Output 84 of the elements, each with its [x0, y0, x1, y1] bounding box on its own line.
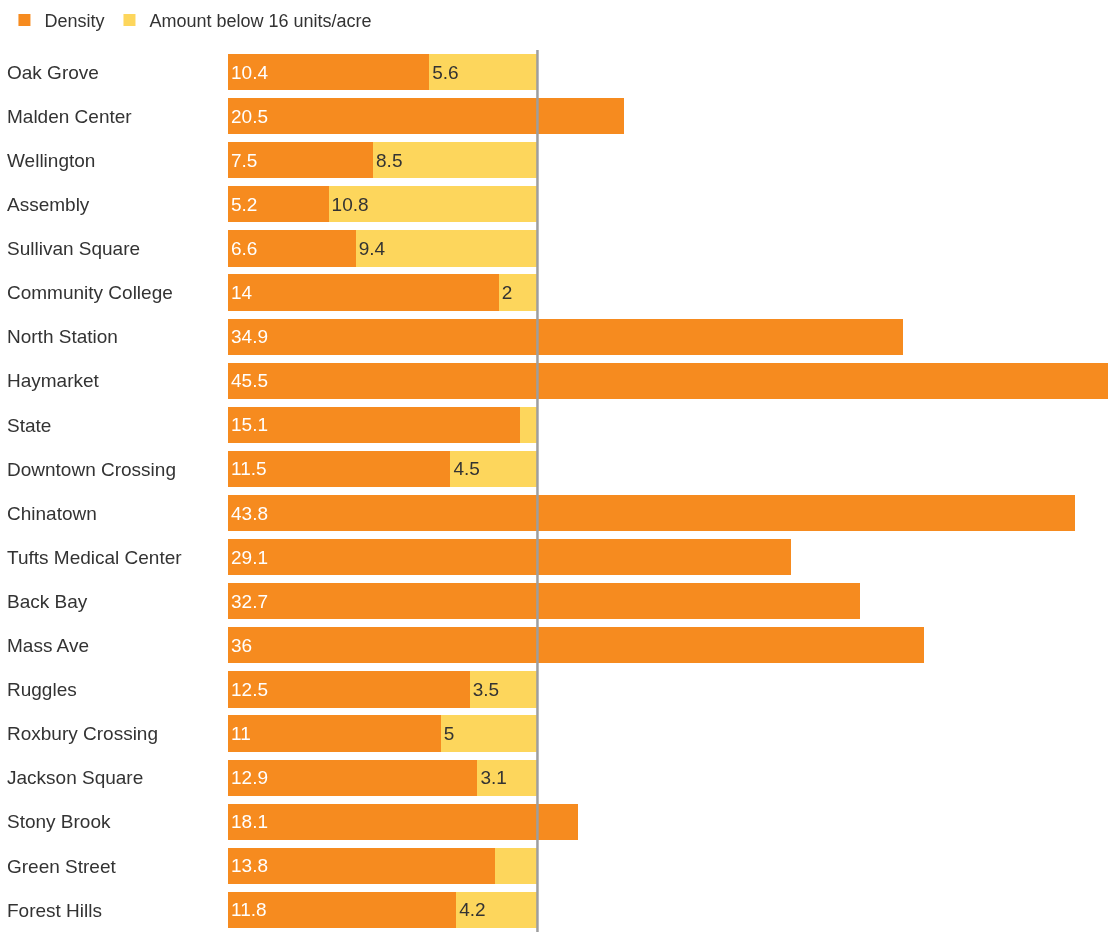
data-label: 34.9: [231, 326, 268, 348]
data-label: 10.8: [331, 193, 369, 215]
data-label: 8.5: [376, 149, 403, 171]
data-label: 3.5: [472, 678, 500, 700]
data-label: 29.1: [231, 546, 268, 568]
bar: [328, 186, 538, 223]
bar: [228, 98, 625, 135]
data-label: 12.9: [231, 767, 268, 789]
bar: [228, 362, 1108, 399]
bar: [228, 759, 478, 796]
data-label: 36: [231, 634, 253, 656]
data-label: 4.2: [459, 899, 486, 921]
data-label: 4.5: [453, 458, 480, 480]
bar: [228, 230, 356, 267]
y-tick-label: Back Bay: [7, 590, 88, 612]
bar: [228, 53, 430, 91]
y-tick-label: Jackson Square: [7, 767, 144, 789]
data-label: 15.1: [231, 414, 268, 436]
bar: [228, 494, 1076, 532]
y-tick-label: State: [7, 414, 52, 436]
data-label: 11: [231, 723, 251, 745]
bar: [228, 891, 457, 929]
y-tick-label: Green Street: [7, 855, 117, 877]
bar: [520, 406, 538, 443]
y-tick-label: Assembly: [7, 194, 90, 215]
data-label: 12.5: [231, 678, 268, 700]
data-label: 11.5: [231, 458, 267, 480]
y-tick-label: Community College: [7, 282, 173, 304]
bar: [228, 583, 861, 620]
bar: [429, 53, 538, 91]
data-label: 7.5: [231, 149, 258, 171]
data-label: 13.8: [231, 855, 268, 877]
data-label: 5: [443, 723, 455, 745]
legend-label: Amount below 16 units/acre: [149, 11, 372, 32]
data-label: 11.8: [231, 899, 267, 921]
bar: [228, 274, 499, 311]
bar: [228, 318, 903, 355]
y-tick-label: Tufts Medical Center: [7, 546, 183, 568]
bar: [355, 230, 538, 267]
bar: [373, 142, 538, 179]
data-label: 5.6: [432, 61, 459, 83]
bar: [440, 715, 538, 752]
y-tick-label: Stony Brook: [7, 811, 111, 833]
bar: [498, 274, 538, 311]
bar: [456, 891, 538, 929]
data-label: 14: [231, 282, 253, 304]
data-label: 3.1: [480, 767, 507, 789]
y-tick-label: Chinatown: [7, 502, 97, 524]
bar: [228, 142, 374, 179]
data-label: 20.5: [231, 105, 268, 127]
bar: [469, 671, 538, 708]
data-label: 32.7: [231, 590, 268, 612]
data-label: 2: [501, 282, 513, 304]
bar: [228, 715, 441, 752]
bar: [228, 847, 495, 884]
data-label: 9.4: [358, 237, 386, 259]
data-label: 5.2: [231, 193, 258, 215]
bar: [494, 847, 538, 884]
y-tick-label: Sullivan Square: [7, 238, 141, 260]
y-tick-label: Wellington: [7, 149, 96, 171]
data-label: 43.8: [231, 502, 268, 524]
bar: [228, 803, 579, 840]
data-label: 45.5: [231, 370, 268, 392]
y-tick-label: Downtown Crossing: [7, 458, 176, 480]
y-tick-label: Mass Ave: [7, 635, 90, 656]
y-tick-label: Oak Grove: [7, 61, 99, 83]
bar: [228, 539, 791, 576]
bar: [450, 450, 538, 488]
bar: [228, 406, 521, 443]
y-tick-label: Haymarket: [7, 370, 100, 392]
y-tick-label: North Station: [7, 326, 118, 348]
bar: [477, 759, 538, 796]
y-tick-label: Forest Hills: [7, 899, 103, 921]
bar: [228, 450, 451, 488]
legend-label: Density: [44, 11, 105, 32]
data-label: 10.4: [231, 61, 269, 83]
bar: [228, 671, 470, 708]
data-label: 18.1: [231, 811, 268, 833]
y-tick-label: Ruggles: [7, 679, 77, 701]
y-tick-label: Roxbury Crossing: [7, 723, 158, 745]
bar: [228, 627, 925, 664]
data-label: 6.6: [231, 237, 258, 259]
bar: [228, 186, 329, 223]
y-tick-label: Malden Center: [7, 105, 133, 127]
